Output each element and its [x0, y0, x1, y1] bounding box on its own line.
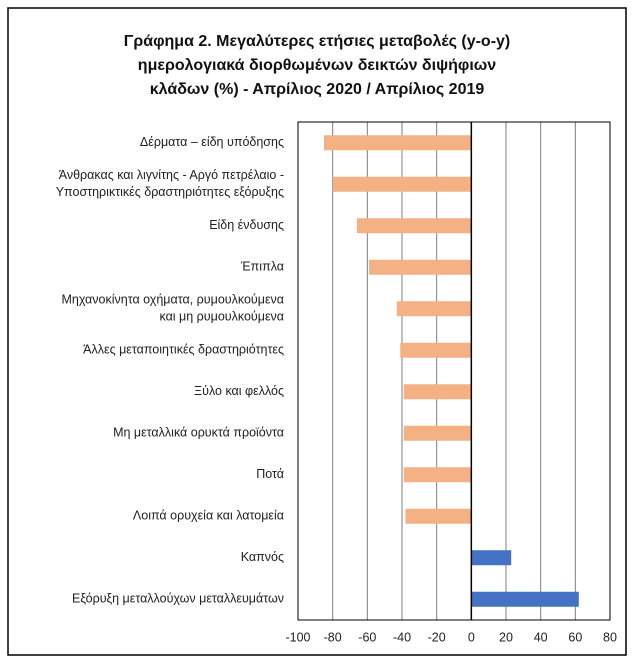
bar	[403, 425, 472, 441]
y-tick-label: Έπιπλα	[240, 260, 284, 274]
x-tick-label: -100	[285, 630, 310, 644]
bar	[396, 301, 472, 317]
x-tick-label: -40	[393, 630, 411, 644]
y-tick-label: Άνθρακας και λιγνίτης - Αργό πετρέλαιο -…	[56, 168, 284, 199]
bar	[403, 467, 472, 483]
bar	[471, 591, 579, 607]
x-tick-label: 40	[534, 630, 548, 644]
x-tick-label: 0	[468, 630, 475, 644]
y-tick-label: Μη μεταλλικά ορυκτά προϊόντα	[113, 426, 284, 440]
bar	[403, 384, 472, 400]
bar	[324, 135, 472, 151]
y-tick-label: Καπνός	[241, 550, 284, 564]
y-tick-label: Ξύλο και φελλός	[194, 384, 284, 398]
y-tick-label: Μηχανοκίνητα οχήματα, ρυμουλκούμενα και μ…	[61, 293, 284, 324]
x-tick-label: 80	[603, 630, 617, 644]
chart-title: Γράφημα 2. Μεγαλύτερες ετήσιες μεταβολές…	[124, 33, 511, 98]
x-tick-label: -60	[358, 630, 376, 644]
y-tick-label: Εξόρυξη μεταλλούχων μεταλλευμάτων	[72, 592, 284, 606]
x-tick-label: 60	[568, 630, 582, 644]
y-tick-label: Ποτά	[256, 467, 284, 481]
y-tick-label: Λοιπά ορυχεία και λατομεία	[133, 509, 284, 523]
bar	[400, 342, 472, 358]
x-tick-label: 20	[499, 630, 513, 644]
bar	[471, 550, 512, 566]
y-tick-label: Είδη ένδυσης	[209, 218, 284, 232]
plot-frame	[297, 121, 611, 621]
bar	[332, 176, 472, 192]
bar	[356, 218, 472, 234]
x-tick-label: -80	[324, 630, 342, 644]
bar	[405, 508, 472, 524]
bar	[369, 259, 472, 275]
y-tick-label: Δέρματα – είδη υπόδησης	[140, 135, 284, 149]
x-tick-label: -20	[428, 630, 446, 644]
y-tick-label: Άλλες μεταποιητικές δραστηριότητες	[83, 343, 284, 357]
chart-frame	[7, 7, 627, 656]
